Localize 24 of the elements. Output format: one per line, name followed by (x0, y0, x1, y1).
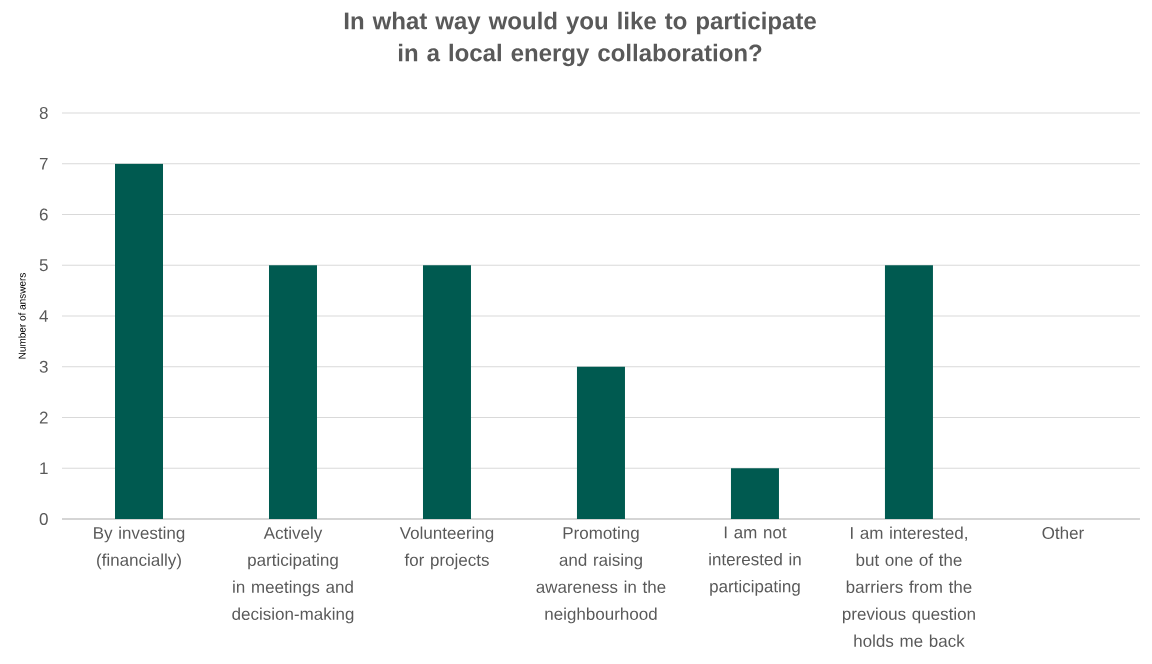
y-tick-label: 6 (39, 208, 48, 221)
y-tick-label: 0 (39, 512, 48, 526)
y-tick-label: 2 (39, 411, 48, 424)
x-tick-label: Promoting and raising awareness in the neighbourhood (536, 526, 666, 624)
x-tick-label: I am not interested in participating (709, 526, 801, 596)
x-tick-label: I am interested, but one of the barriers from the previous question holds me back (842, 526, 975, 648)
bar (115, 163, 163, 519)
bar (268, 265, 317, 519)
y-axis-title: Number of answers (18, 273, 26, 359)
y-tick-label: 4 (39, 310, 48, 322)
chart-title: In what way would you like to participate in a local energy collaboration? (344, 11, 816, 67)
x-tick-label: Other (1042, 526, 1084, 540)
x-tick-label: Actively participating in meetings and decision-making (232, 526, 354, 624)
y-tick-label: 7 (39, 157, 48, 170)
bar (884, 265, 933, 519)
bar (422, 265, 471, 519)
bar (576, 366, 625, 519)
x-tick-label: By investing (financially) (94, 526, 185, 570)
y-tick-label: 3 (39, 360, 48, 373)
x-tick-label: Volunteering for projects (399, 526, 494, 570)
y-tick-label: 5 (39, 259, 48, 272)
y-tick-label: 1 (40, 462, 48, 475)
bar (730, 468, 779, 519)
y-tick-label: 8 (39, 106, 48, 120)
